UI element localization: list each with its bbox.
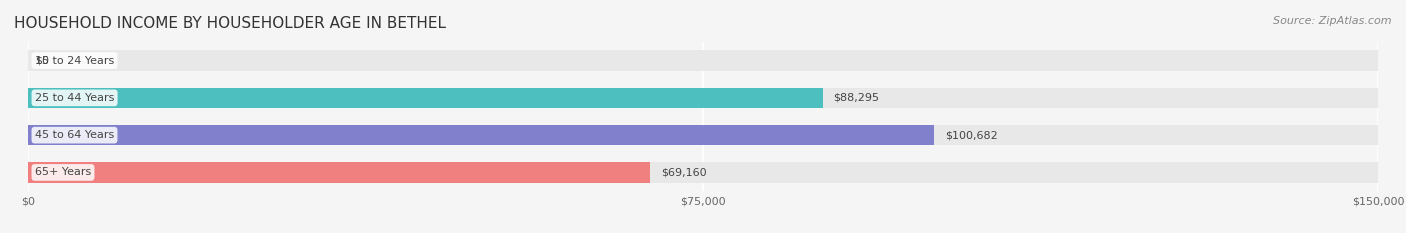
Text: 25 to 44 Years: 25 to 44 Years [35, 93, 114, 103]
Bar [28, 162, 1378, 183]
Text: Source: ZipAtlas.com: Source: ZipAtlas.com [1274, 16, 1392, 26]
Text: $100,682: $100,682 [945, 130, 998, 140]
Text: 65+ Years: 65+ Years [35, 168, 91, 177]
Bar [28, 125, 934, 145]
Text: 45 to 64 Years: 45 to 64 Years [35, 130, 114, 140]
Text: $0: $0 [35, 56, 49, 65]
Bar [28, 88, 823, 108]
Text: $88,295: $88,295 [834, 93, 879, 103]
Text: 15 to 24 Years: 15 to 24 Years [35, 56, 114, 65]
Bar [28, 125, 1378, 145]
Bar [28, 88, 1378, 108]
Bar [28, 50, 1378, 71]
Bar [28, 162, 651, 183]
Text: HOUSEHOLD INCOME BY HOUSEHOLDER AGE IN BETHEL: HOUSEHOLD INCOME BY HOUSEHOLDER AGE IN B… [14, 16, 446, 31]
Text: $69,160: $69,160 [661, 168, 707, 177]
